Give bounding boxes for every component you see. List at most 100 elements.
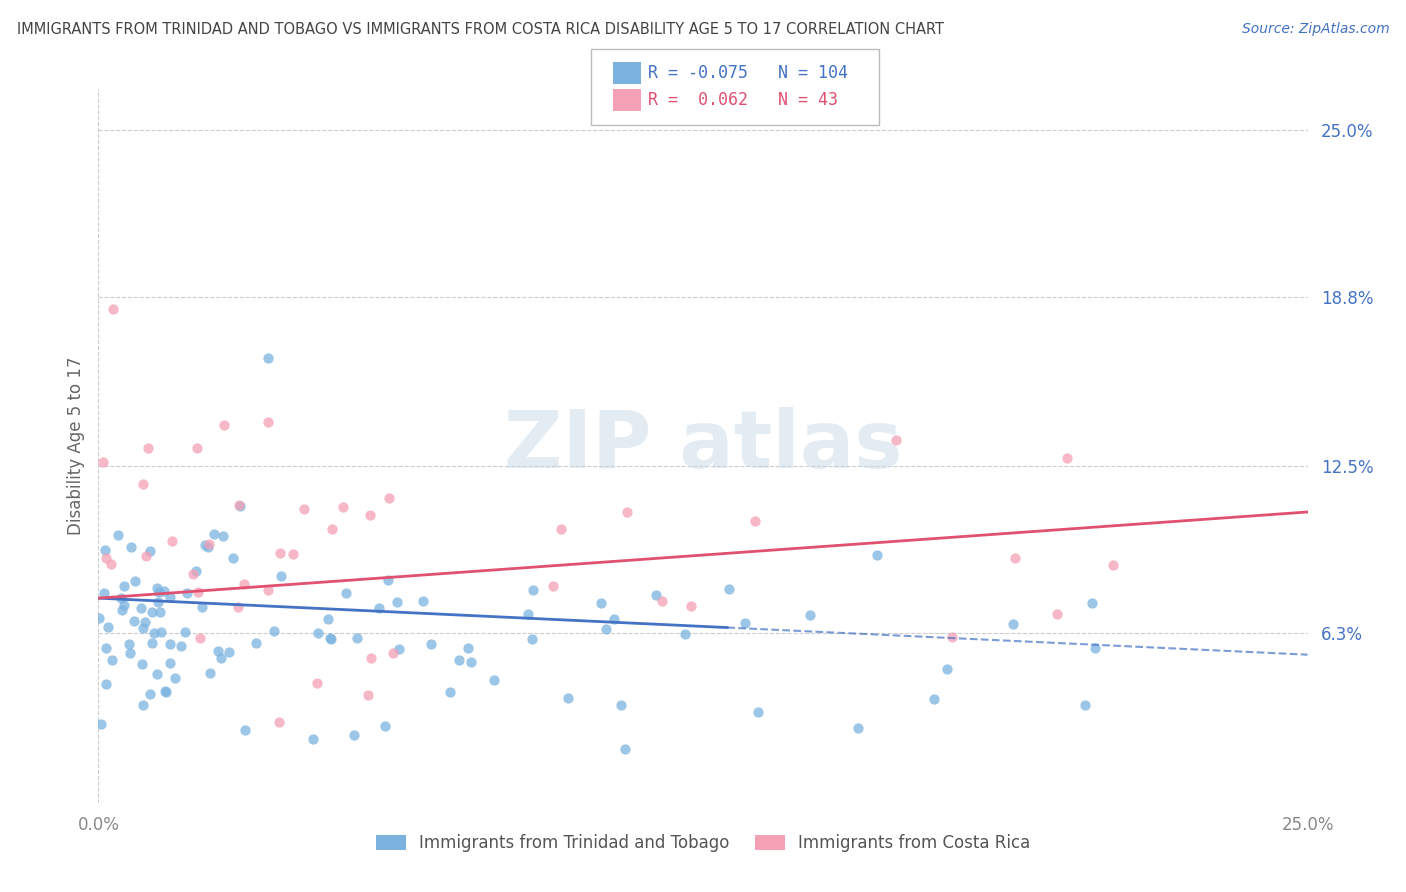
Point <box>595 622 617 636</box>
Point <box>103 302 125 317</box>
Point <box>321 522 343 536</box>
Point <box>292 501 315 516</box>
Point <box>305 676 328 690</box>
Point <box>374 719 396 733</box>
Point <box>176 585 198 599</box>
Point <box>846 722 869 736</box>
Point <box>90 716 112 731</box>
Point <box>149 606 172 620</box>
Point <box>799 608 821 623</box>
Point <box>517 607 540 621</box>
Point <box>188 631 211 645</box>
Point <box>218 645 240 659</box>
Point <box>267 714 290 729</box>
Point <box>228 499 250 513</box>
Point <box>148 584 170 599</box>
Point <box>124 574 146 588</box>
Text: IMMIGRANTS FROM TRINIDAD AND TOBAGO VS IMMIGRANTS FROM COSTA RICA DISABILITY AGE: IMMIGRANTS FROM TRINIDAD AND TOBAGO VS I… <box>17 22 943 37</box>
Point <box>346 631 368 645</box>
Point <box>717 582 740 596</box>
Point <box>132 476 155 491</box>
Point <box>202 526 225 541</box>
Point <box>613 742 636 756</box>
Point <box>118 646 141 660</box>
Point <box>602 612 624 626</box>
Point <box>1056 451 1078 466</box>
Point <box>97 619 120 633</box>
Point <box>186 441 208 455</box>
Point <box>129 600 152 615</box>
Point <box>734 616 756 631</box>
Point <box>94 543 117 558</box>
Point <box>589 596 612 610</box>
Point <box>747 706 769 720</box>
Point <box>139 544 162 558</box>
Point <box>131 657 153 671</box>
Point <box>207 644 229 658</box>
Point <box>159 591 181 605</box>
Point <box>651 594 673 608</box>
Point <box>141 636 163 650</box>
Point <box>377 491 399 506</box>
Point <box>155 684 177 698</box>
Point <box>245 636 267 650</box>
Point <box>343 728 366 742</box>
Point <box>263 624 285 638</box>
Point <box>886 433 908 447</box>
Text: R =  0.062   N = 43: R = 0.062 N = 43 <box>648 91 838 109</box>
Text: Source: ZipAtlas.com: Source: ZipAtlas.com <box>1241 22 1389 37</box>
Point <box>93 586 115 600</box>
Point <box>145 667 167 681</box>
Point <box>94 640 117 655</box>
Point <box>319 632 342 646</box>
Point <box>94 677 117 691</box>
Point <box>281 547 304 561</box>
Point <box>120 540 142 554</box>
Point <box>1001 617 1024 632</box>
Point <box>146 594 169 608</box>
Point <box>187 584 209 599</box>
Y-axis label: Disability Age 5 to 17: Disability Age 5 to 17 <box>66 357 84 535</box>
Point <box>198 666 221 681</box>
Point <box>197 540 219 554</box>
Point <box>159 656 181 670</box>
Text: R = -0.075   N = 104: R = -0.075 N = 104 <box>648 64 848 82</box>
Point <box>460 655 482 669</box>
Point <box>111 603 134 617</box>
Point <box>233 723 256 738</box>
Point <box>644 588 666 602</box>
Point <box>141 605 163 619</box>
Point <box>1080 596 1102 610</box>
Point <box>100 557 122 571</box>
Point <box>139 687 162 701</box>
Point <box>484 673 506 688</box>
Point <box>357 688 380 702</box>
Point <box>184 564 207 578</box>
Point <box>229 499 252 513</box>
Point <box>256 582 278 597</box>
Point <box>112 579 135 593</box>
Point <box>866 548 889 562</box>
Point <box>368 601 391 615</box>
Point <box>122 614 145 628</box>
Point <box>359 508 381 523</box>
Point <box>301 731 323 746</box>
Point <box>165 671 187 685</box>
Point <box>209 651 232 665</box>
Point <box>673 627 696 641</box>
Point <box>550 522 572 536</box>
Point <box>94 551 117 566</box>
Point <box>212 417 235 432</box>
Point <box>381 646 404 660</box>
Point <box>319 632 342 647</box>
Point <box>412 594 434 608</box>
Point <box>145 581 167 595</box>
Point <box>159 637 181 651</box>
Point <box>169 639 191 653</box>
Point <box>232 577 254 591</box>
Point <box>616 505 638 519</box>
Point <box>132 698 155 713</box>
Point <box>385 595 408 609</box>
Point <box>135 549 157 564</box>
Point <box>143 626 166 640</box>
